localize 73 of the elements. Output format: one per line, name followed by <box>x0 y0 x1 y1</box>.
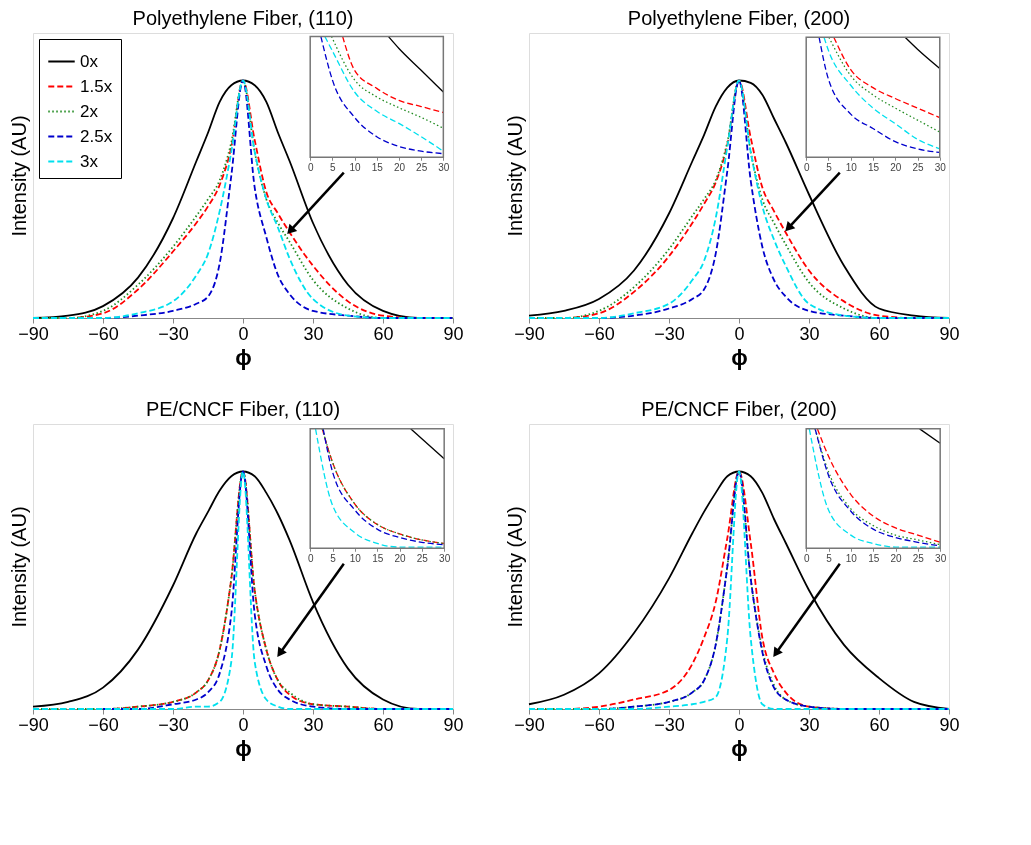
legend-label: 3x <box>80 151 99 171</box>
x-tick-label: 90 <box>939 323 960 344</box>
x-tick-label: 30 <box>303 323 324 344</box>
x-tick-label: 60 <box>869 714 890 735</box>
x-tick-label: 25 <box>416 552 429 564</box>
x-tick-label: −90 <box>514 714 545 735</box>
x-tick-label: 60 <box>373 323 394 344</box>
x-tick-label: 10 <box>845 161 858 173</box>
x-tick-label: 20 <box>890 552 903 564</box>
x-tick-label: 20 <box>890 161 902 173</box>
x-tick-label: 10 <box>349 552 362 564</box>
y-axis-title: Intensity (AU) <box>503 506 526 628</box>
x-tick-label: 5 <box>330 161 337 173</box>
y-axis-title: Intensity (AU) <box>7 506 30 628</box>
legend-label: 1.5x <box>80 76 113 96</box>
x-tick-label: −60 <box>584 323 615 344</box>
x-tick-label: 5 <box>826 161 833 173</box>
x-axis-title: ϕ <box>235 344 252 370</box>
x-tick-label: 5 <box>330 552 337 564</box>
x-tick-label: 30 <box>439 552 451 564</box>
x-tick-label: 25 <box>416 161 428 173</box>
x-tick-label: 10 <box>845 552 858 564</box>
x-tick-label: 30 <box>934 161 947 173</box>
x-tick-label: 0 <box>307 161 314 173</box>
x-tick-label: 10 <box>349 161 362 173</box>
y-axis-title: Intensity (AU) <box>503 115 526 237</box>
x-axis-title: ϕ <box>235 735 252 761</box>
x-tick-label: 0 <box>307 552 314 564</box>
y-axis-title: Intensity (AU) <box>7 115 30 237</box>
x-tick-label: 90 <box>939 714 960 735</box>
x-tick-label: 30 <box>799 714 820 735</box>
x-tick-label: 20 <box>393 161 406 173</box>
x-tick-label: 60 <box>869 323 890 344</box>
x-tick-label: −90 <box>18 323 49 344</box>
x-tick-label: 90 <box>443 323 464 344</box>
chart-title: Polyethylene Fiber, (200) <box>627 7 851 29</box>
legend-label: 0x <box>80 51 99 71</box>
x-tick-label: 0 <box>238 714 249 735</box>
x-tick-label: 25 <box>912 161 924 173</box>
x-tick-label: 30 <box>799 323 820 344</box>
x-tick-label: 15 <box>868 552 880 564</box>
x-tick-label: 30 <box>935 552 947 564</box>
x-tick-label: 0 <box>238 323 249 344</box>
x-tick-label: 5 <box>826 552 833 564</box>
x-tick-label: −60 <box>88 714 119 735</box>
x-tick-label: 60 <box>373 714 394 735</box>
x-tick-label: −30 <box>158 323 189 344</box>
x-axis-title: ϕ <box>731 735 748 761</box>
x-tick-label: −90 <box>514 323 545 344</box>
chart-title: PE/CNCF Fiber, (200) <box>641 398 837 420</box>
x-axis-title: ϕ <box>731 344 748 370</box>
x-tick-label: 25 <box>912 552 925 564</box>
legend-label: 2.5x <box>80 126 113 146</box>
x-tick-label: 15 <box>372 552 384 564</box>
x-tick-label: 20 <box>394 552 407 564</box>
x-tick-label: 15 <box>867 161 880 173</box>
x-tick-label: −30 <box>654 714 685 735</box>
x-tick-label: −30 <box>158 714 189 735</box>
chart-title: Polyethylene Fiber, (110) <box>132 7 354 29</box>
x-tick-label: 30 <box>303 714 324 735</box>
x-tick-label: 0 <box>803 552 810 564</box>
x-tick-label: −30 <box>654 323 685 344</box>
x-tick-label: −90 <box>18 714 49 735</box>
x-tick-label: 30 <box>438 161 450 173</box>
x-tick-label: −60 <box>584 714 615 735</box>
x-tick-label: 0 <box>734 714 745 735</box>
x-tick-label: −60 <box>88 323 119 344</box>
x-tick-label: 15 <box>371 161 384 173</box>
chart-title: PE/CNCF Fiber, (110) <box>145 398 341 420</box>
x-tick-label: 0 <box>734 323 745 344</box>
x-tick-label: 90 <box>443 714 464 735</box>
legend-label: 2x <box>80 101 99 121</box>
x-tick-label: 0 <box>803 161 810 173</box>
